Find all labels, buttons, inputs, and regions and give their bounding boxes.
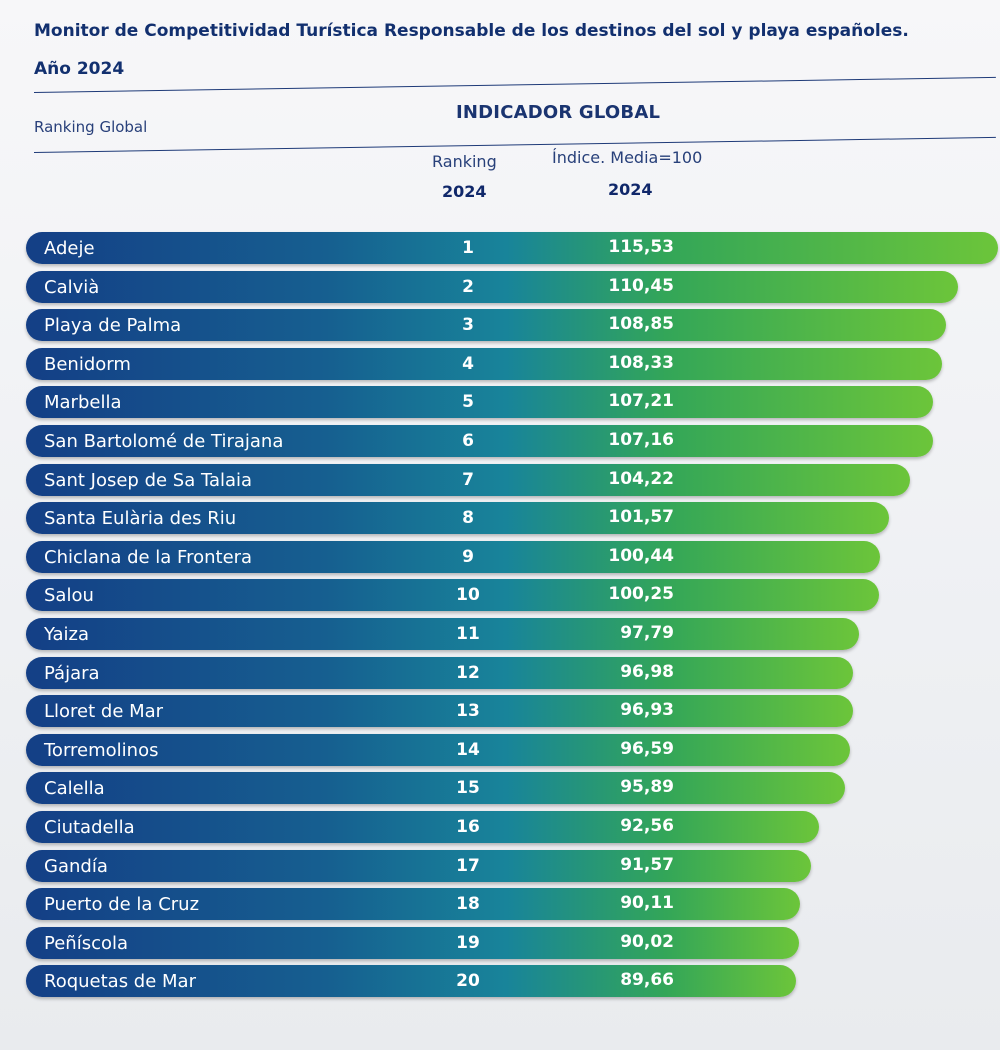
bar-label: Calella [44, 778, 105, 800]
value-label: 107,16 [608, 430, 674, 450]
value-label: 95,89 [620, 777, 674, 798]
bar-18: Puerto de la Cruz 18 90,11 [26, 888, 800, 921]
rank-label: 13 [456, 701, 480, 722]
bar-label: Benidorm [44, 353, 131, 375]
bar-label: Sant Josep de Sa Talaia [44, 469, 253, 491]
value-label: 107,21 [608, 391, 674, 412]
rank-label: 9 [462, 546, 474, 567]
index-column-label: Índice. Media=100 [552, 148, 703, 167]
bar-label: Gandía [44, 855, 108, 877]
bar-label: Yaiza [44, 624, 90, 645]
value-label: 100,44 [608, 545, 674, 566]
bar-4: Benidorm 4 108,33 [26, 347, 942, 380]
bar-3: Playa de Palma 3 108,85 [26, 309, 946, 342]
bar-label: Puerto de la Cruz [44, 894, 200, 916]
bar-14: Torremolinos 14 96,59 [26, 733, 851, 766]
rank-label: 6 [462, 431, 474, 451]
value-label: 96,93 [620, 700, 674, 721]
rank-label: 3 [462, 315, 474, 336]
bar-1: Adeje 1 115,53 [26, 232, 998, 264]
indicator-global-heading: INDICADOR GLOBAL [456, 102, 661, 123]
value-label: 97,79 [620, 623, 674, 643]
rank-label: 11 [456, 624, 480, 644]
rank-label: 14 [456, 739, 480, 760]
rank-column-year: 2024 [442, 182, 487, 201]
rank-label: 18 [456, 894, 480, 915]
rank-label: 5 [462, 392, 474, 413]
value-label: 96,98 [620, 661, 674, 682]
rank-column-label: Ranking [432, 152, 497, 171]
bar-16: Ciutadella 16 92,56 [26, 811, 819, 843]
bar-9: Chiclana de la Frontera 9 100,44 [26, 540, 881, 573]
bar-17: Gandía 17 91,57 [26, 849, 811, 882]
bar-label: Calvià [44, 276, 100, 298]
bar-13: Lloret de Mar 13 96,93 [26, 695, 853, 728]
value-label: 104,22 [608, 468, 674, 489]
bar-label: Lloret de Mar [44, 701, 164, 723]
value-label: 92,56 [620, 816, 674, 836]
bar-15: Calella 15 95,89 [26, 772, 845, 805]
value-label: 110,45 [608, 275, 674, 296]
bar-11: Yaiza 11 97,79 [26, 618, 860, 650]
chart-title: Monitor de Competitividad Turística Resp… [34, 21, 909, 79]
bar-label: Peñíscola [44, 932, 129, 954]
index-column-year: 2024 [608, 180, 653, 199]
bar-label: Roquetas de Mar [44, 971, 196, 993]
bar-10: Salou 10 100,25 [26, 579, 879, 612]
rank-label: 4 [462, 353, 474, 374]
ranking-global-label: Ranking Global [34, 118, 148, 136]
rank-label: 19 [456, 932, 480, 953]
rank-label: 20 [456, 971, 480, 992]
value-label: 90,02 [620, 931, 674, 952]
rank-label: 17 [456, 855, 480, 876]
bar-label: San Bartolomé de Tirajana [44, 431, 284, 452]
bar-2: Calvià 2 110,45 [26, 270, 959, 303]
bar-label: Chiclana de la Frontera [44, 546, 253, 568]
value-label: 91,57 [620, 854, 674, 875]
bar-20: Roquetas de Mar 20 89,66 [26, 965, 796, 998]
value-label: 115,53 [608, 237, 674, 257]
bar-label: Santa Eulària des Riu [44, 508, 237, 530]
rank-label: 16 [456, 817, 480, 837]
value-label: 108,85 [608, 314, 674, 335]
rank-label: 8 [462, 508, 474, 529]
bar-label: Playa de Palma [44, 315, 182, 337]
value-label: 90,11 [620, 893, 674, 914]
rank-label: 1 [462, 238, 474, 258]
bar-label: Torremolinos [44, 739, 159, 761]
bar-label: Marbella [44, 392, 122, 414]
value-label: 101,57 [608, 507, 674, 528]
rank-label: 7 [462, 469, 474, 490]
bar-6: San Bartolomé de Tirajana 6 107,16 [26, 425, 933, 457]
bar-5: Marbella 5 107,21 [26, 386, 934, 419]
rank-label: 10 [456, 585, 480, 606]
value-label: 96,59 [620, 738, 674, 759]
bar-label: Adeje [44, 238, 95, 259]
bar-8: Santa Eulària des Riu 8 101,57 [26, 502, 889, 535]
bar-7: Sant Josep de Sa Talaia 7 104,22 [26, 463, 910, 496]
bar-19: Peñíscola 19 90,02 [26, 926, 799, 959]
bar-label: Salou [44, 585, 94, 607]
bar-label: Pájara [44, 662, 100, 684]
bar-label: Ciutadella [44, 817, 135, 838]
value-label: 89,66 [620, 970, 674, 991]
rank-label: 2 [462, 276, 474, 297]
value-label: 100,25 [608, 584, 674, 605]
rank-label: 12 [456, 662, 480, 683]
value-label: 108,33 [608, 352, 674, 373]
bar-12: Pájara 12 96,98 [26, 656, 854, 689]
rank-label: 15 [456, 778, 480, 799]
